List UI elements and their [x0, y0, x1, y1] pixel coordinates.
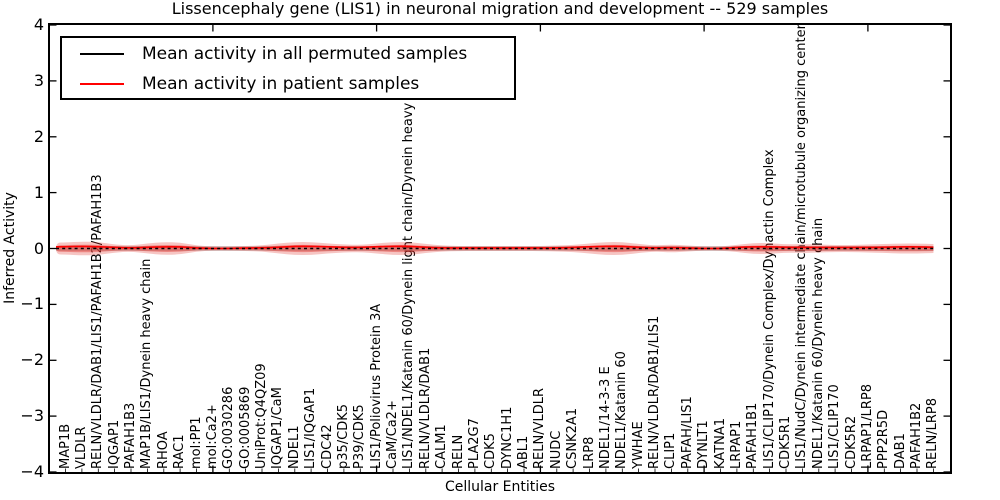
y-tick-label: 4 [33, 15, 44, 34]
chart-title: Lissencephaly gene (LIS1) in neuronal mi… [171, 0, 829, 18]
legend-row-permuted: Mean activity in all permuted samples [62, 40, 514, 68]
permuted-line-swatch [80, 53, 124, 55]
y-tick-label: 1 [33, 182, 44, 202]
y-tick-label: 3 [33, 70, 44, 90]
patient-line-swatch [80, 83, 124, 85]
legend-row-patient: Mean activity in patient samples [62, 70, 514, 98]
y-tick-label: 0 [33, 238, 44, 258]
patient-mean-line [55, 245, 934, 250]
x-axis-title: Cellular Entities [444, 479, 556, 495]
y-tick-label: 2 [33, 126, 44, 146]
legend: Mean activity in all permuted samples Me… [60, 36, 516, 100]
plot-canvas [50, 25, 950, 472]
legend-label-permuted: Mean activity in all permuted samples [142, 44, 468, 64]
y-tick-label: −1 [20, 294, 44, 314]
y-axis-title-text: Inferred Activity [2, 192, 18, 304]
y-tick-label: −2 [20, 350, 44, 370]
y-tick-label: −4 [20, 462, 44, 481]
legend-label-patient: Mean activity in patient samples [142, 74, 420, 94]
y-tick-label: −3 [20, 406, 44, 426]
plot-area [48, 23, 952, 474]
